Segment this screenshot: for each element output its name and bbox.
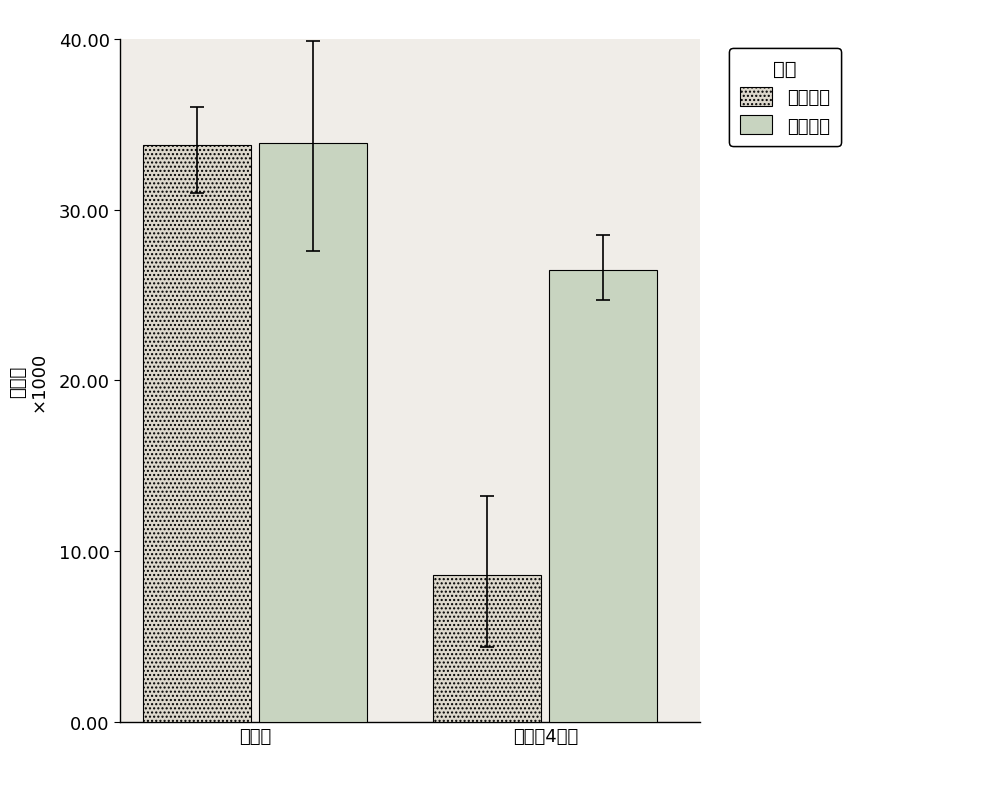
Bar xyxy=(143,146,251,722)
Bar xyxy=(549,270,657,722)
Legend: 常规方法, 改进方法: 常规方法, 改进方法 xyxy=(729,49,841,147)
Bar xyxy=(433,575,541,722)
Y-axis label: 细胞数
×1000: 细胞数 ×1000 xyxy=(9,350,47,411)
Bar xyxy=(259,144,367,722)
